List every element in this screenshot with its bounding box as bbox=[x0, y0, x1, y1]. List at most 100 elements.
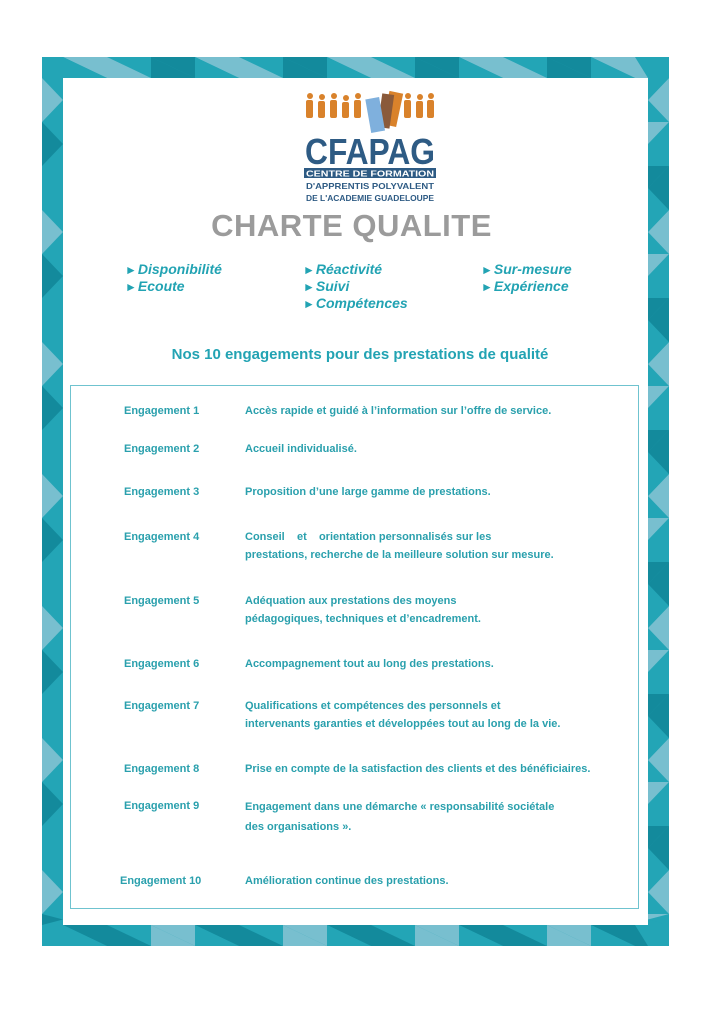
border-tile bbox=[283, 57, 327, 78]
border-tile bbox=[648, 826, 669, 870]
page-title: CHARTE QUALITE bbox=[211, 208, 492, 243]
border-tile bbox=[547, 925, 591, 946]
engagement-label: Engagement 9 bbox=[124, 800, 200, 812]
border-tile bbox=[239, 925, 283, 946]
engagement-text: Qualifications et compétences des person… bbox=[245, 700, 561, 730]
border-tile bbox=[648, 78, 669, 100]
value-item: ►Ecoute bbox=[125, 278, 185, 294]
logo-line2: D'APPRENTIS POLYVALENT bbox=[306, 181, 435, 191]
border-tile bbox=[648, 738, 669, 760]
border-tile bbox=[42, 122, 63, 166]
border-tile bbox=[648, 298, 669, 342]
border-tile bbox=[42, 386, 63, 430]
value-label: Sur-mesure bbox=[493, 261, 572, 277]
border-tile bbox=[648, 518, 669, 540]
border-tile bbox=[648, 210, 669, 232]
arrow-icon: ► bbox=[481, 263, 493, 277]
border-tile bbox=[371, 925, 415, 946]
border-tile bbox=[648, 386, 669, 408]
value-item: ►Réactivité bbox=[303, 261, 382, 277]
value-label: Suivi bbox=[315, 278, 350, 294]
border-tile bbox=[42, 430, 63, 474]
engagement-text: Proposition d’une large gamme de prestat… bbox=[245, 486, 491, 498]
border-tile bbox=[648, 826, 669, 848]
border-tile bbox=[648, 254, 669, 276]
engagement-text: Engagement dans une démarche « responsab… bbox=[245, 801, 555, 833]
engagement-label: Engagement 1 bbox=[124, 405, 200, 417]
border-tile bbox=[63, 925, 107, 946]
border-tile bbox=[42, 298, 63, 342]
border-tile bbox=[42, 78, 63, 122]
border-tile bbox=[42, 782, 63, 826]
border-tile bbox=[648, 342, 669, 386]
value-item: ►Compétences bbox=[303, 295, 408, 311]
engagement-label: Engagement 2 bbox=[124, 443, 200, 455]
border-tile bbox=[63, 57, 107, 78]
border-tile bbox=[648, 254, 669, 298]
engagement-text: Prise en compte de la satisfaction des c… bbox=[245, 763, 591, 775]
engagement-label: Engagement 3 bbox=[124, 486, 200, 498]
border-tile bbox=[327, 57, 371, 78]
border-tile bbox=[459, 57, 503, 78]
border-tile bbox=[648, 430, 669, 474]
border-tile bbox=[42, 518, 63, 562]
engagement-text: Conseil et orientation personnalisés sur… bbox=[245, 531, 554, 561]
border-tile bbox=[42, 694, 63, 738]
engagements-box bbox=[70, 385, 639, 909]
border-tile bbox=[648, 166, 669, 210]
border-tile bbox=[42, 870, 63, 914]
border-tile bbox=[503, 925, 547, 946]
border-tile bbox=[107, 57, 151, 78]
logo-line3: DE L'ACADEMIE GUADELOUPE bbox=[306, 193, 434, 203]
border-tile bbox=[648, 562, 669, 606]
arrow-icon: ► bbox=[303, 280, 315, 294]
engagement-text: Adéquation aux prestations des moyens pé… bbox=[245, 595, 481, 625]
arrow-icon: ► bbox=[125, 280, 137, 294]
page-content-area bbox=[63, 78, 648, 925]
value-label: Ecoute bbox=[137, 278, 185, 294]
border-tile bbox=[283, 925, 327, 946]
border-tile bbox=[648, 430, 669, 452]
border-tile bbox=[648, 518, 669, 562]
border-tile bbox=[648, 694, 669, 716]
border-tile bbox=[648, 782, 669, 804]
border-tile bbox=[415, 57, 459, 78]
border-tile bbox=[151, 925, 195, 946]
border-tile bbox=[42, 826, 63, 870]
border-tile bbox=[239, 57, 283, 78]
engagement-text: Accompagnement tout au long des prestati… bbox=[245, 658, 494, 670]
border-tile bbox=[648, 606, 669, 628]
border-tile bbox=[327, 925, 371, 946]
border-tile bbox=[42, 738, 63, 782]
engagement-label: Engagement 5 bbox=[124, 595, 200, 607]
engagement-label: Engagement 10 bbox=[120, 875, 202, 887]
border-tile bbox=[107, 925, 151, 946]
books-icon bbox=[365, 90, 404, 133]
border-tile bbox=[151, 57, 195, 78]
value-item: ►Suivi bbox=[303, 278, 349, 294]
border-tile bbox=[371, 57, 415, 78]
border-tile bbox=[42, 650, 63, 694]
border-tile bbox=[42, 166, 63, 210]
border-tile bbox=[195, 57, 239, 78]
logo-line1: CENTRE DE FORMATION bbox=[306, 169, 434, 179]
arrow-icon: ► bbox=[125, 263, 137, 277]
border-tile bbox=[415, 925, 459, 946]
border-tile bbox=[648, 738, 669, 782]
border-tile bbox=[42, 562, 63, 606]
people-figures-icon bbox=[306, 93, 434, 118]
border-tile bbox=[648, 386, 669, 430]
border-tile bbox=[648, 298, 669, 320]
border-tile bbox=[648, 870, 669, 914]
border-tile bbox=[648, 122, 669, 144]
border-tile bbox=[42, 914, 63, 925]
border-tile bbox=[648, 342, 669, 364]
border-tile bbox=[648, 914, 669, 920]
value-item: ►Expérience bbox=[481, 278, 569, 294]
border-tile bbox=[648, 694, 669, 738]
value-item: ►Disponibilité bbox=[125, 261, 222, 277]
border-tile bbox=[195, 925, 239, 946]
border-tile bbox=[459, 925, 503, 946]
border-tile bbox=[635, 925, 648, 946]
value-item: ►Sur-mesure bbox=[481, 261, 572, 277]
